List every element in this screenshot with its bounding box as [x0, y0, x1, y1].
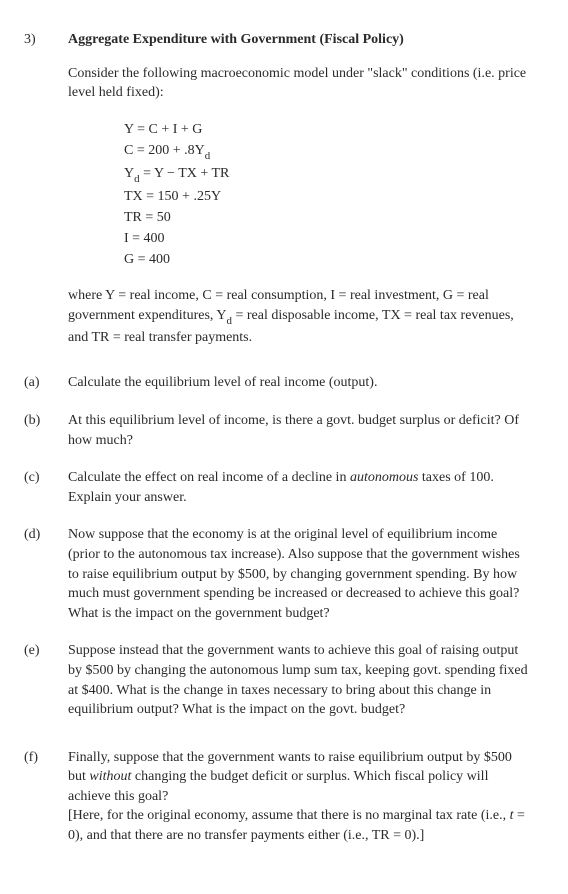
part-f-text: Finally, suppose that the government wan…	[68, 748, 528, 846]
part-c: (c) Calculate the effect on real income …	[24, 468, 528, 507]
equation-3: Yd = Y − TX + TR	[124, 163, 528, 186]
eq3-sub: d	[134, 173, 139, 185]
part-a-text: Calculate the equilibrium level of real …	[68, 373, 528, 393]
part-c-label: (c)	[24, 468, 68, 507]
equation-6: I = 400	[124, 228, 528, 249]
part-f-t2: changing the budget deficit or surplus. …	[68, 769, 488, 804]
equation-1: Y = C + I + G	[124, 119, 528, 140]
header-row: 3) Aggregate Expenditure with Government…	[24, 30, 528, 50]
part-f-label: (f)	[24, 748, 68, 846]
part-b-text: At this equilibrium level of income, is …	[68, 411, 528, 450]
part-b: (b) At this equilibrium level of income,…	[24, 411, 528, 450]
equation-7: G = 400	[124, 249, 528, 270]
part-c-text: Calculate the effect on real income of a…	[68, 468, 528, 507]
equation-2: C = 200 + .8Yd	[124, 140, 528, 163]
part-a-label: (a)	[24, 373, 68, 393]
intro-text: Consider the following macroeconomic mod…	[68, 64, 528, 103]
part-d-text: Now suppose that the economy is at the o…	[68, 525, 528, 623]
part-e-label: (e)	[24, 641, 68, 719]
part-a: (a) Calculate the equilibrium level of r…	[24, 373, 528, 393]
eq2-pre: C = 200 + .8Y	[124, 143, 205, 158]
part-c-italic: autonomous	[350, 470, 418, 485]
where-block: where Y = real income, C = real consumpt…	[68, 286, 528, 347]
question-number: 3)	[24, 30, 68, 50]
eq3-pre: Y	[124, 166, 134, 181]
equation-5: TR = 50	[124, 207, 528, 228]
part-f-bracket-pre: [Here, for the original economy, assume …	[68, 808, 510, 823]
part-b-label: (b)	[24, 411, 68, 450]
part-f: (f) Finally, suppose that the government…	[24, 748, 528, 846]
part-e: (e) Suppose instead that the government …	[24, 641, 528, 719]
equations-block: Y = C + I + G C = 200 + .8Yd Yd = Y − TX…	[124, 119, 528, 270]
part-e-text: Suppose instead that the government want…	[68, 641, 528, 719]
equation-4: TX = 150 + .25Y	[124, 186, 528, 207]
eq2-sub: d	[205, 150, 210, 162]
question-title: Aggregate Expenditure with Government (F…	[68, 30, 404, 50]
where-sub: d	[227, 315, 232, 327]
eq3-post: = Y − TX + TR	[140, 166, 230, 181]
part-c-pre: Calculate the effect on real income of a…	[68, 470, 350, 485]
problem-page: 3) Aggregate Expenditure with Government…	[0, 0, 568, 894]
part-d: (d) Now suppose that the economy is at t…	[24, 525, 528, 623]
part-d-label: (d)	[24, 525, 68, 623]
